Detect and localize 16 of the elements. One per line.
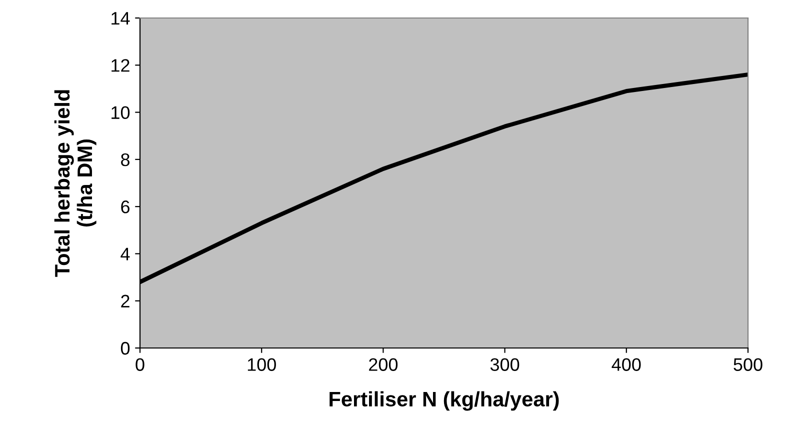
y-tick-label: 10 xyxy=(112,106,130,120)
y-tick-label: 2 xyxy=(121,294,130,308)
x-tick-label: 200 xyxy=(369,358,398,371)
y-tick-label: 12 xyxy=(112,59,130,72)
y-tick-label: 6 xyxy=(121,200,130,214)
y-tick-label: 4 xyxy=(120,248,130,260)
x-axis-title: Fertiliser N (kg/ha/year) xyxy=(330,391,559,411)
y-tick-label: 0 xyxy=(120,342,130,355)
x-tick-label: 0 xyxy=(136,358,144,371)
y-axis-title: Total herbage yield (t/ha DM) xyxy=(54,90,96,277)
y-tick-label: 8 xyxy=(121,153,130,166)
x-tick-label: 500 xyxy=(734,358,762,371)
y-tick-label: 14 xyxy=(112,12,130,25)
x-tick-label: 300 xyxy=(490,358,520,371)
x-tick-label: 400 xyxy=(612,358,641,371)
x-tick-label: 100 xyxy=(248,358,276,371)
